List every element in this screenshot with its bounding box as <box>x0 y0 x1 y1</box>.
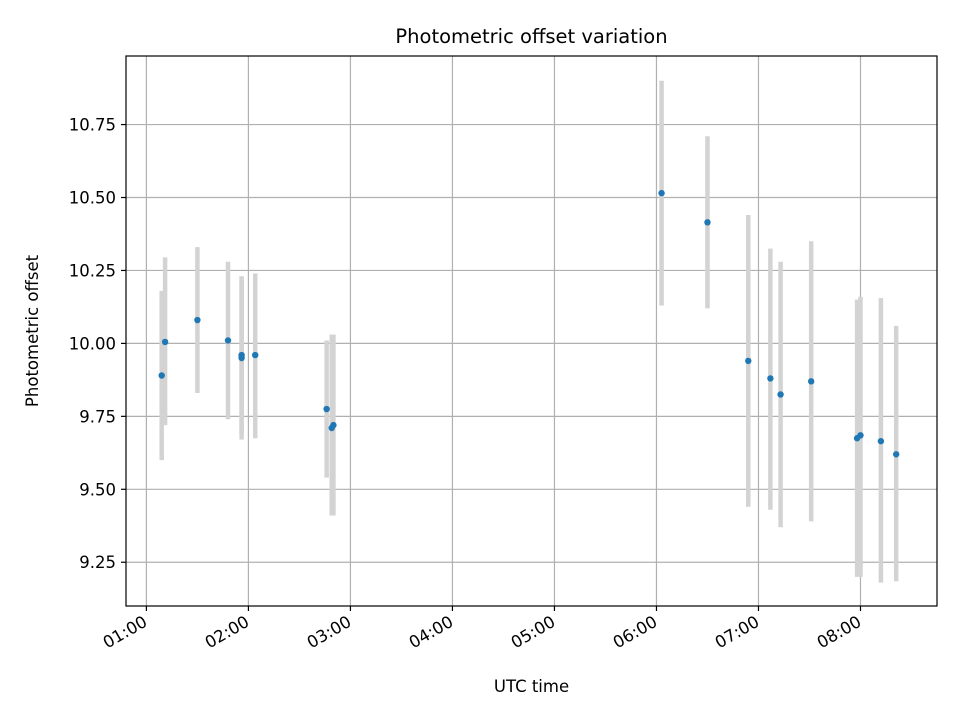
y-tick-label: 10.00 <box>69 334 116 353</box>
point-layer <box>158 189 900 458</box>
plot-frame <box>125 55 938 607</box>
data-point <box>857 432 864 439</box>
data-point <box>877 437 885 445</box>
grid-layer <box>126 56 937 606</box>
data-point <box>807 378 815 385</box>
data-point <box>704 219 711 226</box>
data-point <box>224 337 232 344</box>
y-tick-label: 10.75 <box>69 116 116 135</box>
y-tick-label: 9.25 <box>79 553 116 572</box>
data-point <box>252 351 259 359</box>
y-tick-label: 10.25 <box>69 261 116 280</box>
data-point <box>323 405 330 413</box>
data-point <box>238 354 245 362</box>
y-tick-label: 9.50 <box>79 480 116 499</box>
chart-title: Photometric offset variation <box>395 25 667 48</box>
y-axis-label: Photometric offset <box>23 254 42 407</box>
data-point <box>194 316 201 324</box>
data-point <box>892 451 900 458</box>
data-point <box>777 391 784 398</box>
data-point <box>745 357 752 365</box>
y-tick-label: 9.75 <box>79 407 116 426</box>
data-point <box>658 189 665 197</box>
data-point <box>158 372 165 379</box>
y-tick-label: 10.50 <box>69 189 116 208</box>
data-point <box>161 338 169 346</box>
x-axis-label: UTC time <box>494 677 569 696</box>
data-point <box>767 375 774 382</box>
data-point <box>330 421 337 429</box>
y-axis-ticks: 9.25 9.50 9.75 10.00 10.25 10.50 10.75 <box>69 116 126 572</box>
